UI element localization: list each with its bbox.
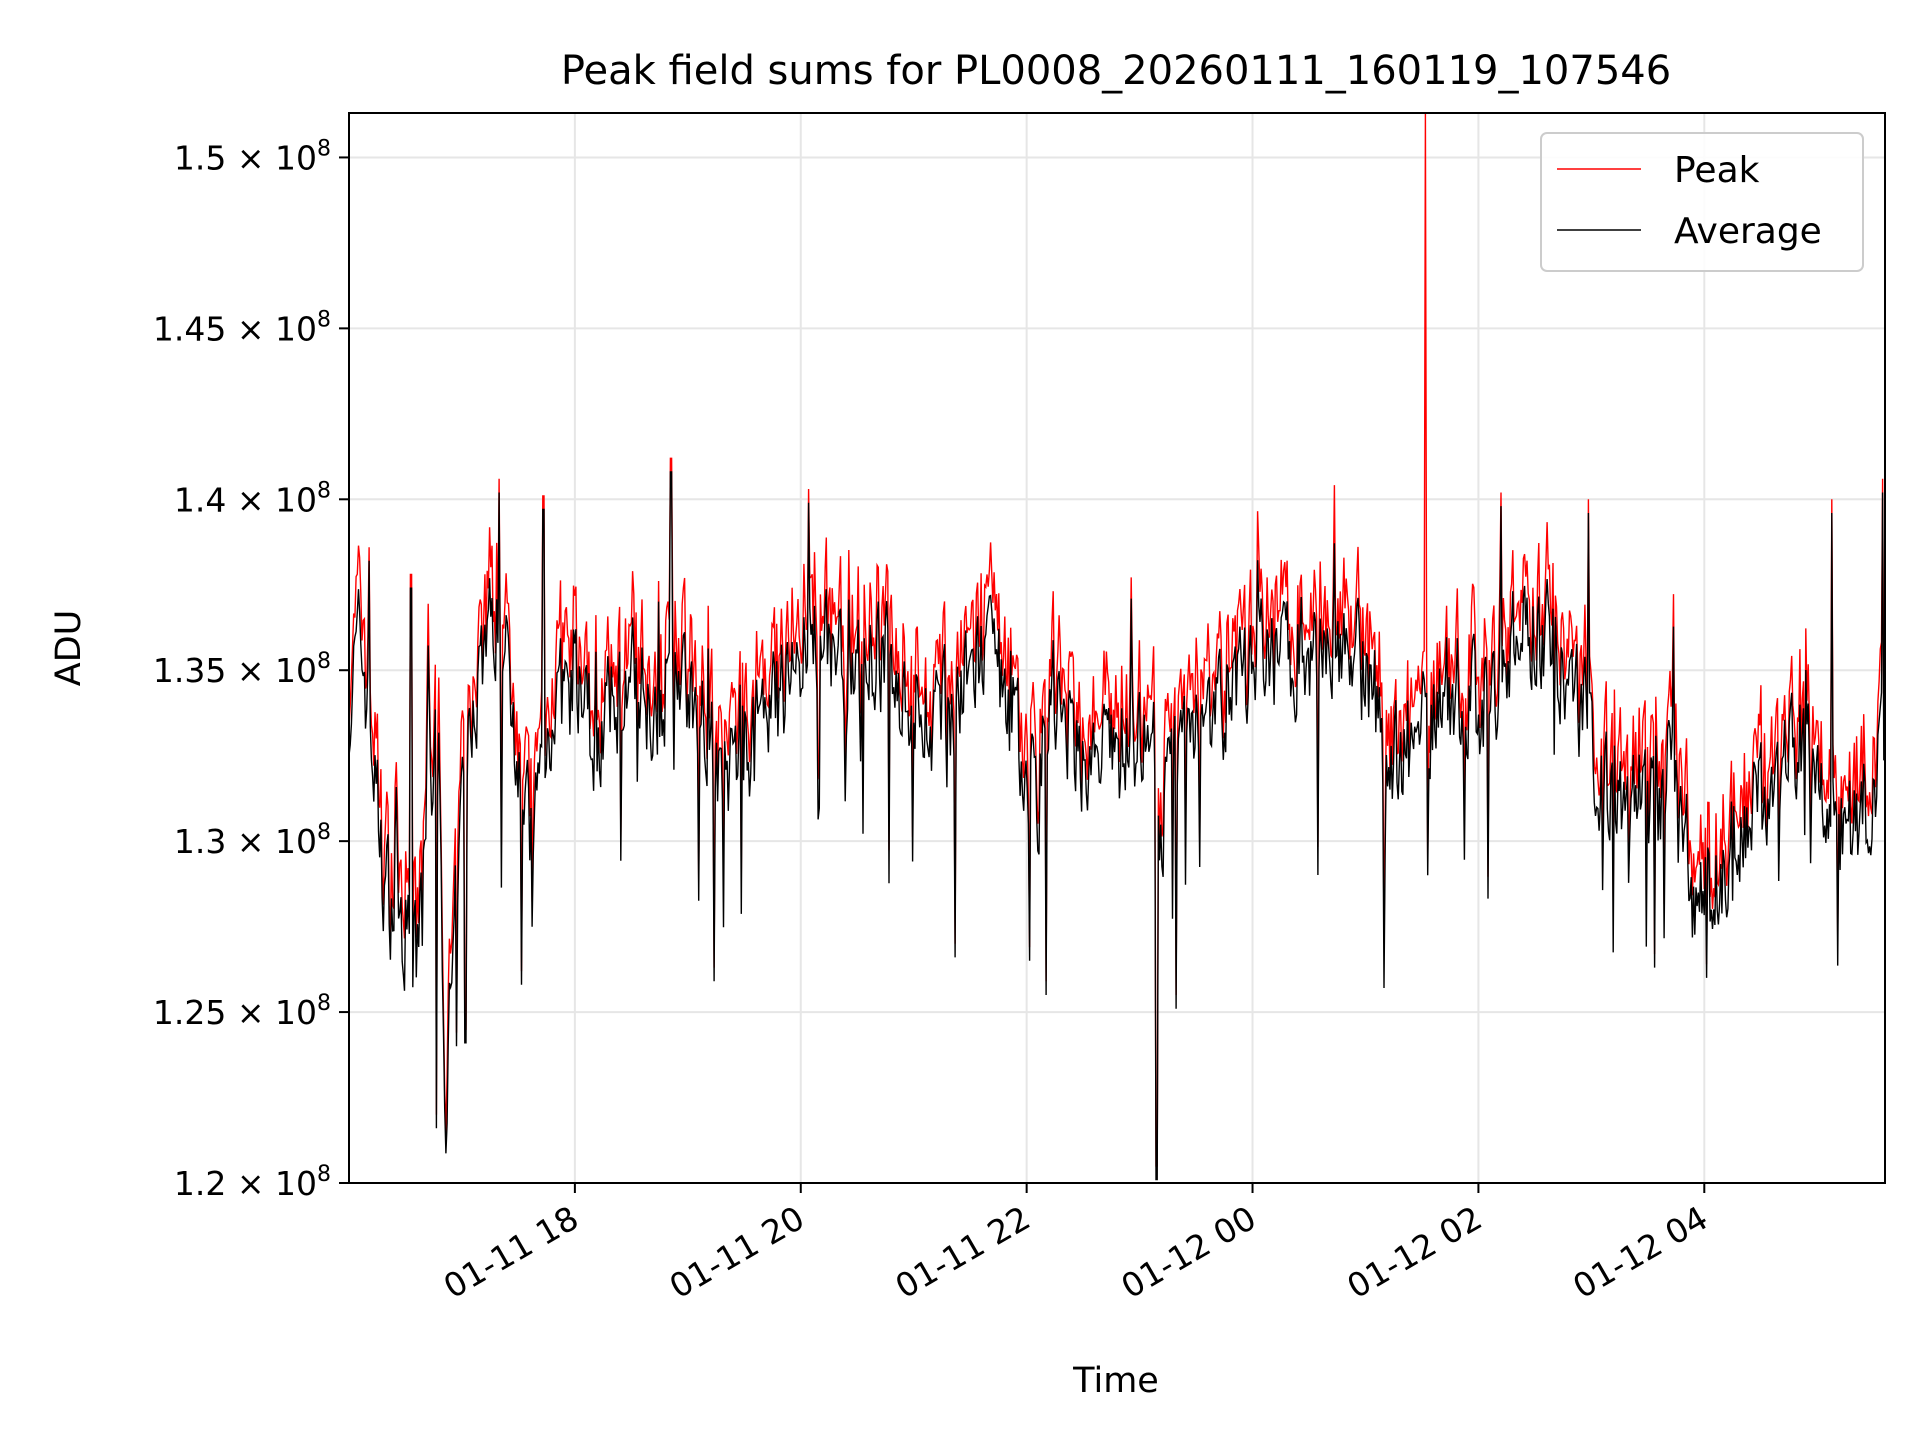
series-line-average xyxy=(348,471,1886,1181)
series-layer xyxy=(348,112,1886,1181)
legend-peak-label: Peak xyxy=(1674,150,1760,191)
chart-title: Peak field sums for PL0008_20260111_1601… xyxy=(561,48,1671,94)
legend: Peak Average xyxy=(1540,132,1864,272)
plot-area-frame xyxy=(348,112,1886,1184)
y-tick-label: 1.35 × 108 xyxy=(153,649,331,690)
legend-box xyxy=(1540,132,1864,272)
y-tick-label: 1.2 × 108 xyxy=(174,1162,331,1203)
y-tick-label: 1.3 × 108 xyxy=(174,820,331,861)
y-tick-label: 1.5 × 108 xyxy=(174,136,331,177)
y-tick-label: 1.45 × 108 xyxy=(153,307,331,348)
y-axis: 1.2 × 108 1.25 × 108 1.3 × 108 1.35 × 108 1.… xyxy=(153,136,349,1203)
y-tick-label: 1.25 × 108 xyxy=(153,991,331,1032)
y-axis-title: ADU xyxy=(49,610,89,687)
y-tick-label: 1.4 × 108 xyxy=(174,478,331,519)
legend-average-label: Average xyxy=(1674,211,1822,252)
x-axis-title: Time xyxy=(1072,1361,1159,1401)
